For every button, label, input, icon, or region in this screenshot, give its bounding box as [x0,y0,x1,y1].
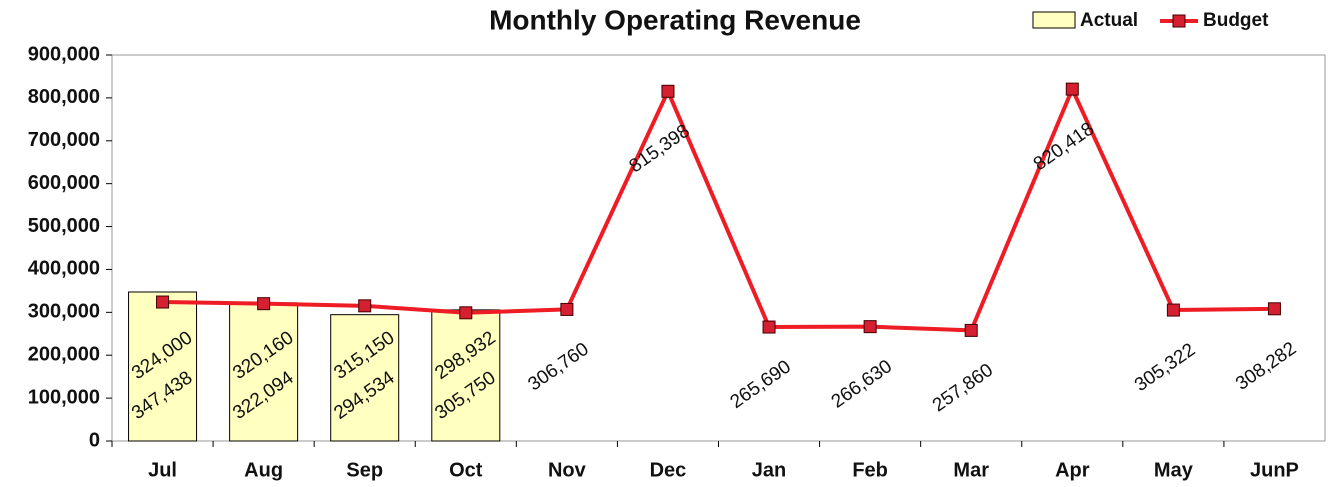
marker [1267,302,1281,316]
value-label: 306,760 [524,339,592,396]
value-label: 308,282 [1232,338,1300,395]
marker [459,306,473,320]
x-tick-label: Jul [148,459,177,481]
bar [330,314,400,442]
legend-label: Budget [1203,10,1269,31]
legend-marker [1172,14,1186,28]
x-tick-label: Apr [1055,459,1090,481]
y-tick-label: 300,000 [28,301,100,323]
x-tick-label: Oct [449,459,483,481]
x-tick-label: May [1154,459,1194,481]
marker [358,299,372,313]
y-tick-label: 400,000 [28,258,100,280]
y-tick-label: 900,000 [28,43,100,65]
y-tick-label: 800,000 [28,86,100,108]
marker [762,320,776,334]
x-tick-label: Mar [953,459,989,481]
x-tick-label: JunP [1250,459,1299,481]
value-label: 257,860 [929,360,997,417]
y-tick-label: 100,000 [28,386,100,408]
y-tick-label: 0 [89,429,100,451]
marker [560,302,574,316]
value-label: 305,322 [1131,339,1199,396]
marker [661,84,675,98]
marker [257,297,271,311]
x-tick-label: Sep [346,459,383,481]
legend-label: Actual [1080,10,1138,31]
bar [128,291,198,442]
budget-line [162,87,1275,333]
marker [1065,82,1079,96]
x-tick-label: Aug [244,459,283,481]
marker [964,323,978,337]
x-tick-label: Jan [752,459,786,481]
y-tick-label: 500,000 [28,215,100,237]
value-label: 266,630 [828,356,896,413]
y-tick-label: 700,000 [28,129,100,151]
bar [431,309,501,442]
marker [863,320,877,334]
x-tick-label: Feb [852,459,888,481]
y-tick-label: 600,000 [28,172,100,194]
legend-swatch [1032,11,1076,29]
value-label: 265,690 [727,356,795,413]
marker [156,295,170,309]
value-label: 820,418 [1030,118,1098,175]
marker [1166,303,1180,317]
x-tick-label: Nov [548,459,587,481]
value-label: 815,398 [626,121,694,178]
x-tick-label: Dec [650,459,687,481]
bar [229,302,299,442]
y-tick-label: 200,000 [28,344,100,366]
chart-title: Monthly Operating Revenue [489,4,861,35]
